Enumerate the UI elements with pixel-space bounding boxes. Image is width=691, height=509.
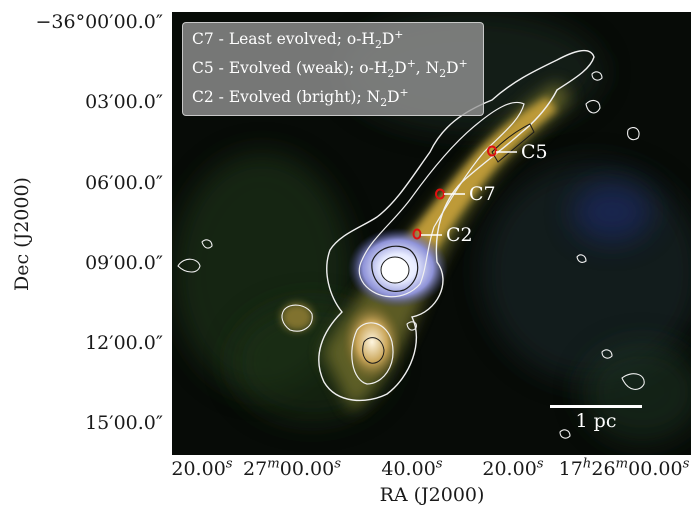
x-tick-label: 20.00s xyxy=(171,456,233,480)
legend-entry: C5 - Evolved (weak); o-H2D+, N2D+ xyxy=(192,56,468,81)
image-panel: C5 C7 C2 1 pc C7 - Least evolved; o-H2D+… xyxy=(172,12,691,455)
filament xyxy=(281,82,572,412)
legend-entry: C7 - Least evolved; o-H2D+ xyxy=(192,27,404,52)
middle-contour xyxy=(358,101,525,298)
central-peak xyxy=(380,256,410,284)
y-tick-label: 03′00.0″ xyxy=(85,91,163,113)
legend: C7 - Least evolved; o-H2D+ C5 - Evolved … xyxy=(182,22,484,116)
scale-bar xyxy=(550,405,642,408)
core-markers xyxy=(412,145,517,240)
legend-entry: C2 - Evolved (bright); N2D+ xyxy=(192,85,409,110)
y-tick-label: 12′00.0″ xyxy=(85,332,163,354)
inner-contour xyxy=(371,245,419,292)
x-tick-label: 17h26m00.00s xyxy=(558,456,690,480)
core-label-c7: C7 xyxy=(469,183,496,205)
y-tick-label: −36°00′00.0″ xyxy=(35,11,164,33)
x-tick-label: 27m00.00s xyxy=(242,456,342,480)
x-axis-label: RA (J2000) xyxy=(379,484,485,506)
inner-contour-south xyxy=(362,337,385,364)
core-label-c2: C2 xyxy=(446,224,473,246)
x-tick-label: 20.00s xyxy=(482,456,544,480)
y-tick-label: 09′00.0″ xyxy=(85,252,163,274)
y-axis-label: Dec (J2000) xyxy=(11,177,33,291)
y-tick-label: 15′00.0″ xyxy=(85,412,163,434)
isolated-contours xyxy=(177,71,645,439)
y-tick-label: 06′00.0″ xyxy=(85,172,163,194)
middle-contour-south xyxy=(351,322,394,385)
x-tick-label: 40.00s xyxy=(381,456,443,480)
outer-contour xyxy=(318,49,595,402)
core-label-c5: C5 xyxy=(521,141,548,163)
scale-bar-label: 1 pc xyxy=(575,410,617,432)
inner-contour-filament xyxy=(491,123,535,163)
